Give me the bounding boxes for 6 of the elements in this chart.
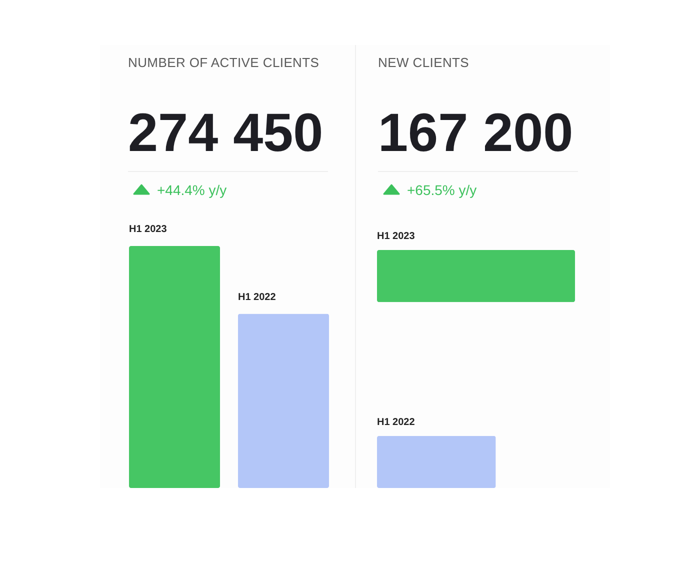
text: 167 200 — [378, 103, 578, 172]
text: +44.4% y/y — [157, 182, 227, 198]
text: +65.5% y/y — [407, 182, 477, 198]
text: 274 450 — [128, 103, 328, 172]
chart-title: NUMBER OF ACTIVE CLIENTS — [128, 55, 320, 71]
chart-title: NEW CLIENTS — [378, 55, 470, 71]
